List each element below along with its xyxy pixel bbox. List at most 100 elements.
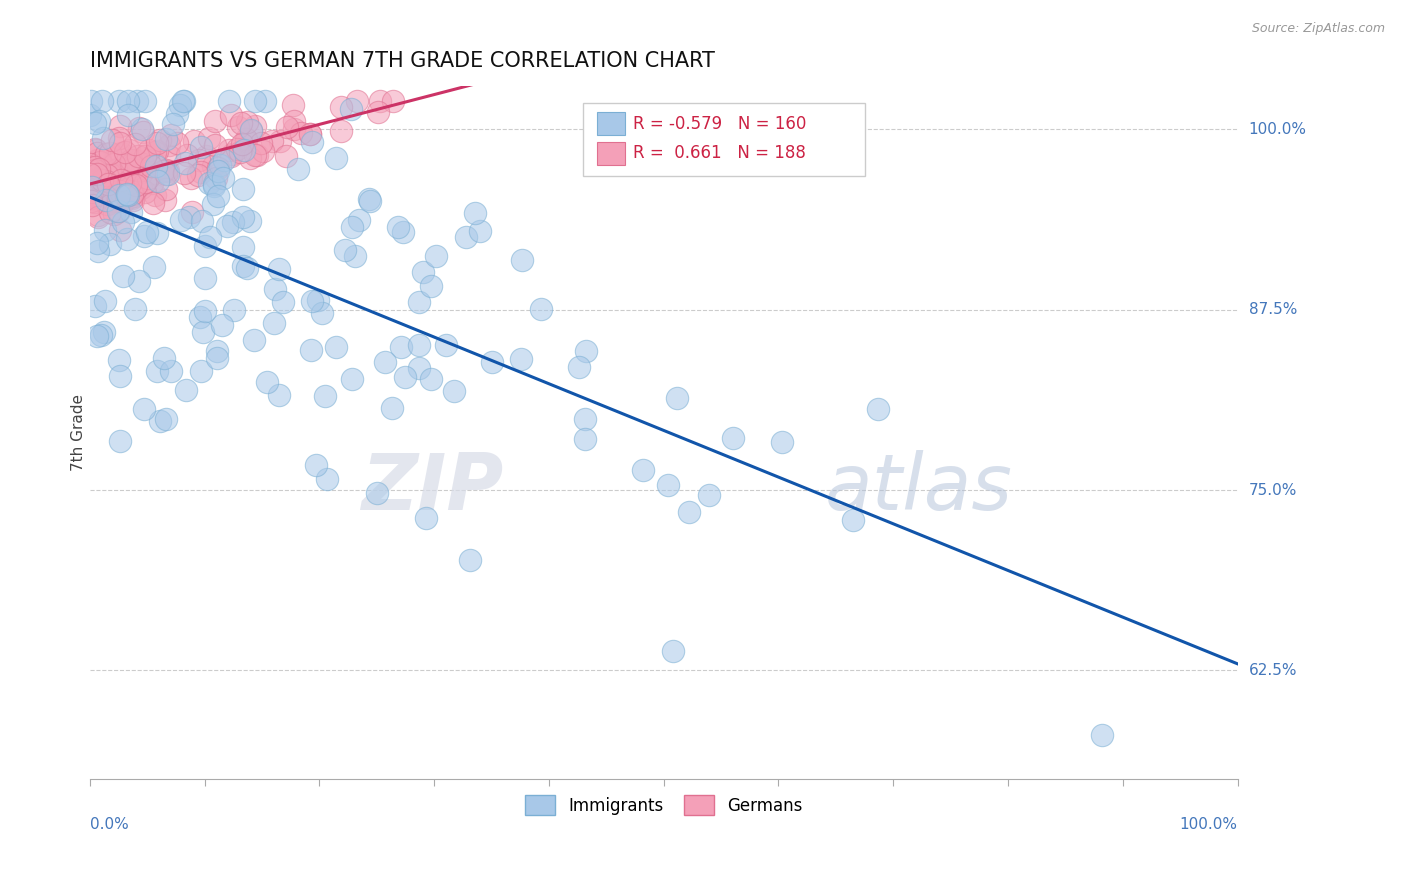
Point [125, 178, 148, 192]
Point [283, 113, 305, 128]
Point [419, 279, 441, 293]
Point [222, 215, 245, 229]
Point [232, 240, 254, 254]
Point [721, 431, 744, 445]
Point [128, 120, 150, 135]
Point [191, 214, 214, 228]
Point [187, 153, 209, 167]
Point [97, 177, 120, 191]
Point [114, 145, 136, 159]
Point [121, 159, 143, 173]
Point [183, 134, 205, 148]
Point [770, 435, 793, 450]
Point [204, 114, 226, 128]
Point [155, 167, 177, 181]
Point [575, 343, 598, 358]
Point [174, 156, 197, 170]
Point [157, 163, 180, 178]
Point [146, 145, 169, 159]
Point [316, 472, 339, 486]
Point [87, 208, 110, 222]
Point [101, 133, 124, 147]
Point [389, 340, 412, 354]
Point [443, 384, 465, 398]
Point [209, 158, 232, 172]
Point [329, 100, 352, 114]
Point [333, 243, 356, 257]
Point [108, 147, 131, 161]
Point [105, 194, 128, 208]
Point [228, 120, 250, 135]
Point [212, 170, 235, 185]
Point [252, 144, 274, 158]
Point [83, 163, 105, 178]
Point [190, 140, 212, 154]
Point [105, 183, 128, 197]
Point [246, 148, 269, 162]
Point [382, 94, 405, 108]
Point [194, 304, 217, 318]
Point [408, 338, 430, 352]
Point [94, 146, 117, 161]
Point [276, 120, 298, 134]
Point [264, 282, 287, 296]
Point [98, 237, 121, 252]
Point [283, 121, 305, 136]
Point [86, 145, 108, 160]
Point [314, 389, 336, 403]
Point [132, 159, 155, 173]
Point [156, 167, 179, 181]
Point [120, 153, 142, 168]
Point [93, 294, 115, 309]
Point [138, 153, 160, 167]
Text: 75.0%: 75.0% [1249, 483, 1296, 498]
Point [231, 136, 253, 151]
Point [221, 149, 243, 163]
Point [434, 338, 457, 352]
Point [152, 351, 174, 365]
FancyBboxPatch shape [583, 103, 865, 176]
Point [91, 179, 114, 194]
Point [134, 175, 156, 189]
Point [93, 182, 115, 196]
Point [117, 143, 139, 157]
Point [86, 154, 108, 169]
Point [235, 135, 257, 149]
Point [155, 132, 177, 146]
Point [107, 203, 129, 218]
Point [80, 160, 103, 174]
Point [460, 552, 482, 566]
Point [86, 153, 108, 167]
Point [198, 130, 221, 145]
Point [211, 318, 233, 333]
Point [87, 172, 110, 186]
Point [207, 189, 229, 203]
Point [107, 158, 129, 172]
Point [131, 165, 153, 179]
Point [124, 302, 146, 317]
Point [299, 343, 322, 358]
Point [118, 190, 141, 204]
Point [868, 401, 890, 416]
Point [79, 108, 101, 122]
Point [367, 105, 389, 120]
Point [124, 136, 146, 151]
Point [190, 364, 212, 378]
Point [96, 169, 118, 183]
Text: Source: ZipAtlas.com: Source: ZipAtlas.com [1251, 22, 1385, 36]
Point [368, 94, 391, 108]
Point [152, 163, 174, 178]
Point [174, 383, 197, 397]
Point [274, 149, 297, 163]
Point [103, 156, 125, 170]
Point [307, 293, 329, 307]
Point [86, 235, 108, 250]
Point [89, 154, 111, 169]
Point [149, 133, 172, 147]
Point [530, 301, 553, 316]
Point [108, 120, 131, 134]
Point [194, 148, 217, 162]
Point [149, 414, 172, 428]
Point [221, 146, 243, 161]
Point [146, 174, 169, 188]
